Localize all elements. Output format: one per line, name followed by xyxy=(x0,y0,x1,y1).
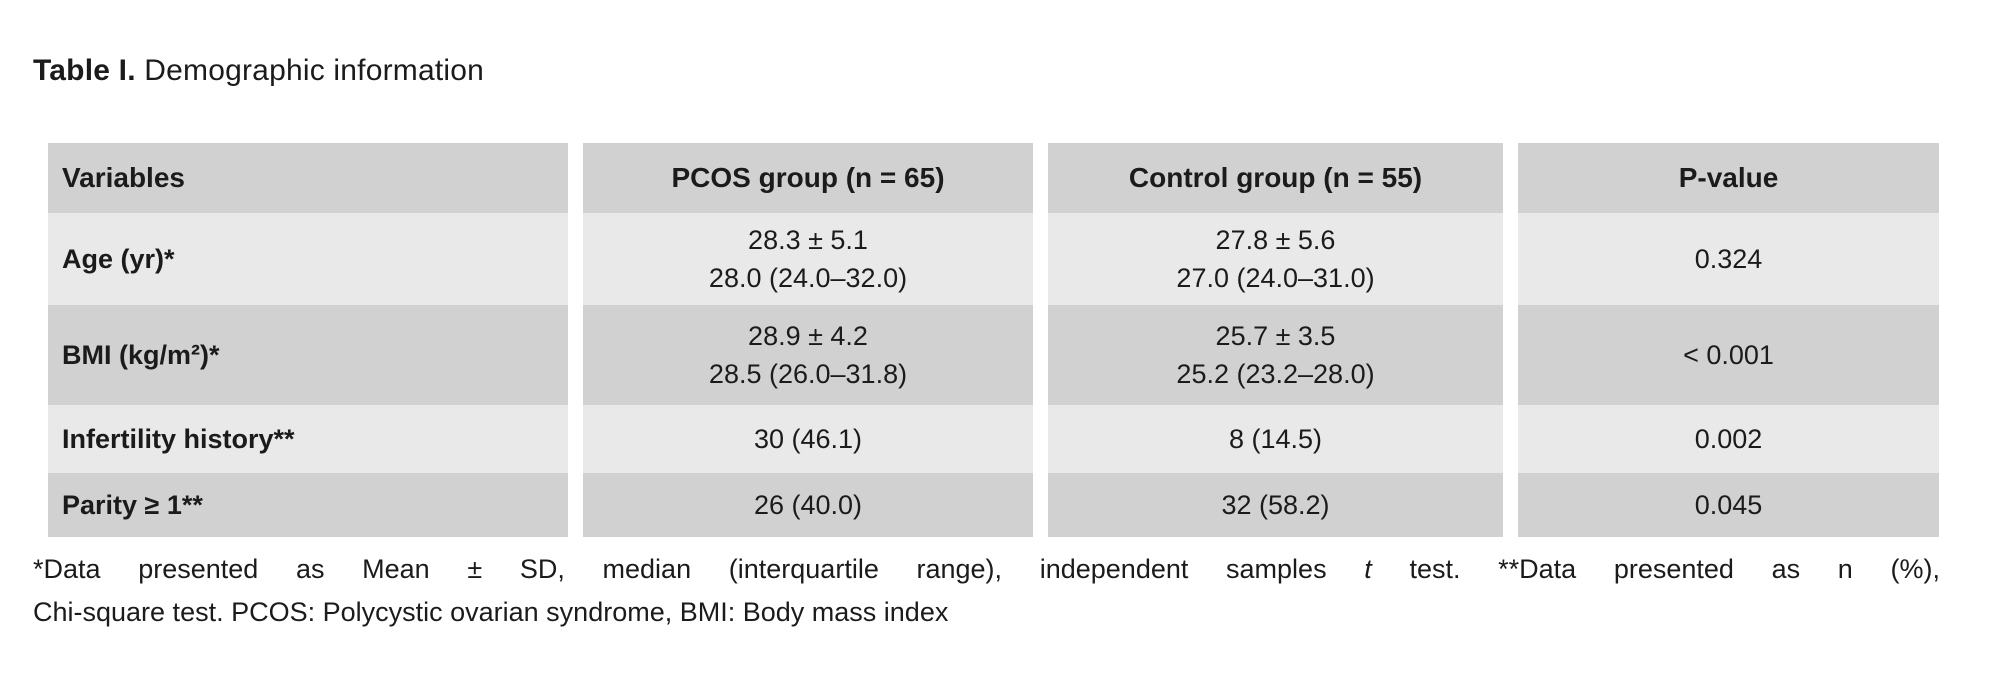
table-title-text: Demographic information xyxy=(144,54,485,87)
table-row-infertility-history: Infertility history** 30 (46.1) 8 (14.5)… xyxy=(48,405,1939,473)
column-header-control-group: Control group (n = 55) xyxy=(1048,143,1503,213)
table-header-row: Variables PCOS group (n = 65) Control gr… xyxy=(48,143,1939,213)
table-title-number: Table I. xyxy=(33,54,136,87)
table-title: Table I. Demographic information xyxy=(33,54,484,88)
row-variable-label: Parity ≥ 1** xyxy=(48,473,568,537)
cell-line: 27.8 ± 5.6 xyxy=(1215,225,1336,255)
pcos-value-cell: 30 (46.1) xyxy=(583,405,1033,473)
column-header-pcos-group: PCOS group (n = 65) xyxy=(583,143,1033,213)
row-variable-label: Infertility history** xyxy=(48,405,568,473)
p-value-cell: < 0.001 xyxy=(1518,305,1939,405)
pcos-value-cell: 26 (40.0) xyxy=(583,473,1033,537)
p-value-cell: 0.002 xyxy=(1518,405,1939,473)
control-value-cell: 25.7 ± 3.5 25.2 (23.2–28.0) xyxy=(1048,305,1503,405)
cell-line: 28.5 (26.0–31.8) xyxy=(708,359,908,389)
cell-line: 27.0 (24.0–31.0) xyxy=(1176,263,1375,293)
table-row-parity: Parity ≥ 1** 26 (40.0) 32 (58.2) 0.045 xyxy=(48,473,1939,537)
p-value-cell: 0.045 xyxy=(1518,473,1939,537)
control-value-cell: 32 (58.2) xyxy=(1048,473,1503,537)
row-variable-label: Age (yr)* xyxy=(48,213,568,305)
footnote-line-2: Chi-square test. PCOS: Polycystic ovaria… xyxy=(33,597,949,627)
table-footnote: *Data presented as Mean ± SD, median (in… xyxy=(33,548,1940,634)
p-value-cell: 0.324 xyxy=(1518,213,1939,305)
demographics-table: Variables PCOS group (n = 65) Control gr… xyxy=(48,143,1939,537)
table-row-age: Age (yr)* 28.3 ± 5.1 28.0 (24.0–32.0) 27… xyxy=(48,213,1939,305)
column-header-variables: Variables xyxy=(48,143,568,213)
cell-line: 25.2 (23.2–28.0) xyxy=(1176,359,1375,389)
cell-line: 28.3 ± 5.1 xyxy=(748,225,868,255)
column-header-p-value: P-value xyxy=(1518,143,1939,213)
control-value-cell: 27.8 ± 5.6 27.0 (24.0–31.0) xyxy=(1048,213,1503,305)
table-row-bmi: BMI (kg/m²)* 28.9 ± 4.2 28.5 (26.0–31.8)… xyxy=(48,305,1939,405)
pcos-value-cell: 28.9 ± 4.2 28.5 (26.0–31.8) xyxy=(583,305,1033,405)
cell-line: 28.9 ± 4.2 xyxy=(748,321,868,351)
footnote-text: test. **Data presented as n (%), xyxy=(1409,554,1940,584)
footnote-line-1: *Data presented as Mean ± SD, median (in… xyxy=(33,548,1940,591)
cell-line: 28.0 (24.0–32.0) xyxy=(708,263,908,293)
footnote-italic-t: t xyxy=(1364,554,1372,584)
control-value-cell: 8 (14.5) xyxy=(1048,405,1503,473)
footnote-text: *Data presented as Mean ± SD, median (in… xyxy=(33,554,1327,584)
row-variable-label: BMI (kg/m²)* xyxy=(48,305,568,405)
pcos-value-cell: 28.3 ± 5.1 28.0 (24.0–32.0) xyxy=(583,213,1033,305)
cell-line: 25.7 ± 3.5 xyxy=(1215,321,1336,351)
